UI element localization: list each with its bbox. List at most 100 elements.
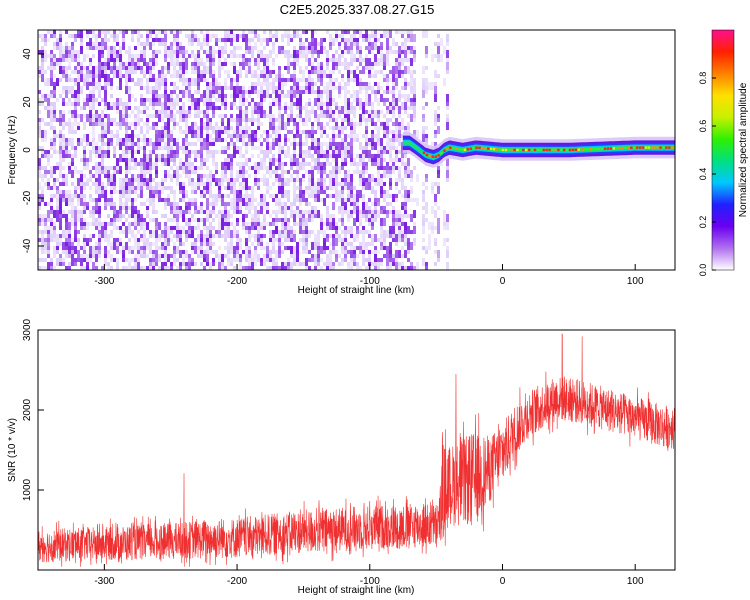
spectrogram-cell <box>335 118 338 122</box>
spectrogram-cell <box>344 94 347 98</box>
spectrogram-cell <box>44 154 47 158</box>
signal-hotspot <box>452 146 455 150</box>
spectrogram-cell <box>446 42 449 46</box>
spectrogram-cell <box>266 186 269 190</box>
spectrogram-cell <box>236 146 239 150</box>
spectrogram-cell <box>71 130 74 134</box>
spectrogram-cell <box>260 162 263 166</box>
spectrogram-cell <box>131 198 134 206</box>
spectrogram-cell <box>206 118 209 122</box>
spectrogram-cell <box>347 146 350 150</box>
spectrogram-cell <box>185 94 188 98</box>
spectrogram-cell <box>374 138 377 142</box>
spectrogram-cell <box>116 130 119 134</box>
spectrogram-cell <box>350 214 353 218</box>
spectrogram-cell <box>146 90 149 94</box>
spectrogram-cell <box>434 250 437 254</box>
spectrogram-cell <box>218 226 221 230</box>
spectrogram-cell <box>332 214 335 218</box>
spectrogram-cell <box>86 166 89 170</box>
spectrogram-cell <box>191 246 194 250</box>
spectrogram-cell <box>356 162 359 166</box>
spectrogram-cell <box>131 158 134 162</box>
spectrogram-cell <box>74 186 77 190</box>
spectrogram-cell <box>305 170 308 174</box>
spectrogram-cell <box>269 186 272 190</box>
spectrogram-cell <box>116 238 119 242</box>
spectrogram-cell <box>218 134 221 142</box>
spectrogram-cell <box>350 130 353 134</box>
spectrogram-cell <box>107 170 110 174</box>
spectrogram-cell <box>290 210 293 214</box>
spectrogram-cell <box>194 218 197 222</box>
spectrogram-cell <box>134 106 137 110</box>
spectrogram-cell <box>170 82 173 86</box>
spectrogram-cell <box>239 66 242 70</box>
spectrogram-cell <box>38 182 41 186</box>
spectrogram-cell <box>368 46 371 50</box>
spectrogram-cell <box>125 154 128 158</box>
spectrogram-cell <box>50 266 53 270</box>
spectrogram-cell <box>281 202 284 206</box>
spectrogram-cell <box>281 174 284 178</box>
spectrogram-cell <box>353 70 356 78</box>
spectrogram-cell <box>290 262 293 266</box>
spectrogram-cell <box>425 210 428 214</box>
spectrogram-cell <box>374 254 377 262</box>
spectrogram-cell <box>167 242 170 246</box>
spectrogram-cell <box>317 78 320 82</box>
spectrogram-cell <box>302 230 305 234</box>
spectrogram-cell <box>65 122 68 126</box>
spectrogram-cell <box>302 178 305 182</box>
spectrogram-cell <box>413 34 416 42</box>
spectrogram-cell <box>410 242 413 250</box>
spectrogram-cell <box>209 138 212 142</box>
signal-hotspot <box>615 147 618 150</box>
spectrogram-cell <box>374 214 377 218</box>
spectrogram-cell <box>410 266 413 270</box>
spectrogram-cell <box>335 170 338 174</box>
spectrogram-cell <box>287 58 290 62</box>
spectrogram-cell <box>110 58 113 62</box>
spectrogram-cell <box>320 90 323 94</box>
spectrogram-cell <box>302 54 305 58</box>
spectrogram-cell <box>245 266 248 270</box>
spectrogram-cell <box>317 186 320 190</box>
spectrogram-cell <box>287 42 290 46</box>
spectrogram-cell <box>65 190 68 194</box>
spectrogram-cell <box>206 110 209 114</box>
spectrogram-cell <box>365 130 368 134</box>
spectrogram-cell <box>293 258 296 262</box>
spectrogram-cell <box>314 130 317 134</box>
spectrogram-cell <box>278 126 281 130</box>
spectrogram-cell <box>203 234 206 238</box>
spectrogram-cell <box>194 190 197 194</box>
spectrogram-cell <box>272 70 275 74</box>
spectrogram-cell <box>344 98 347 102</box>
spectrogram-cell <box>344 90 347 94</box>
spectrogram-cell <box>95 226 98 230</box>
spectrogram-cell <box>386 106 389 110</box>
spectrogram-cell <box>47 242 50 246</box>
spectrogram-cell <box>254 262 257 266</box>
spectrogram-cell <box>197 58 200 62</box>
spectrogram-cell <box>38 174 41 178</box>
spectrogram-cell <box>53 34 56 38</box>
spectrogram-cell <box>38 258 41 262</box>
spectrogram-cell <box>215 98 218 102</box>
spectrogram-cell <box>278 246 281 254</box>
spectrogram-cell <box>89 58 92 62</box>
spectrogram-cell <box>65 154 68 158</box>
spectrogram-cell <box>344 126 347 130</box>
spectrogram-cell <box>89 246 92 254</box>
spectrogram-cell <box>329 34 332 38</box>
spectrogram-cell <box>170 62 173 66</box>
spectrogram-cell <box>59 118 62 126</box>
spectrogram-cell <box>362 82 365 86</box>
spectrogram-cell <box>326 122 329 126</box>
spectrogram-cell <box>392 102 395 106</box>
spectrogram-cell <box>92 138 95 142</box>
spectrogram-cell <box>266 222 269 226</box>
spectrogram-cell <box>269 162 272 170</box>
spectrogram-cell <box>389 262 392 266</box>
